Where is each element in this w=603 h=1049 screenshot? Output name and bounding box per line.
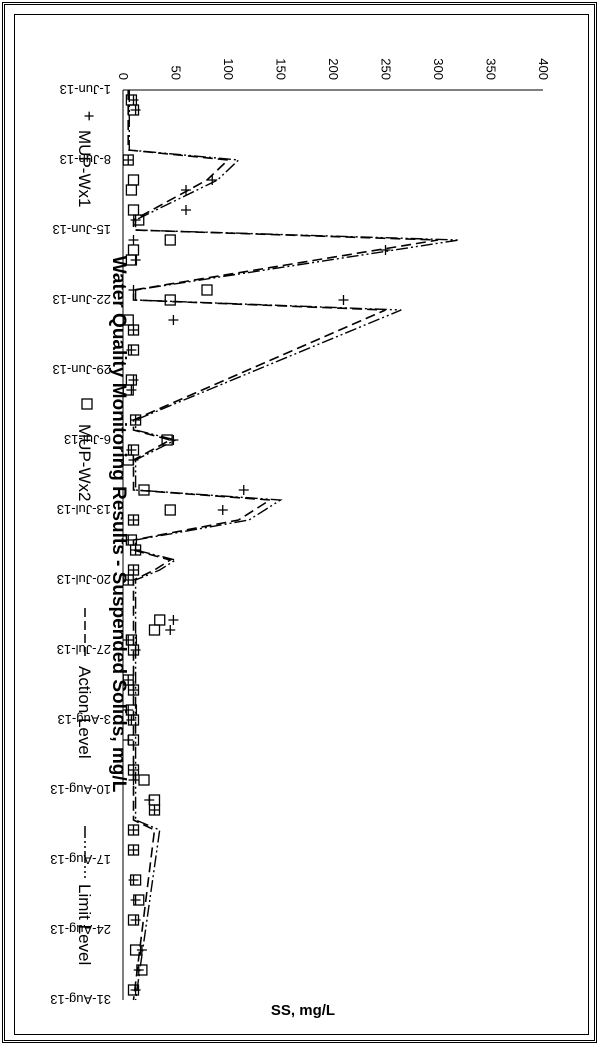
point-mup-wx1 bbox=[136, 945, 147, 955]
point-mup-wx1 bbox=[128, 825, 139, 835]
point-mup-wx1 bbox=[123, 535, 134, 545]
x-tick-label: 10-Aug-13 bbox=[50, 782, 111, 797]
x-tick-label: 29-Jun-13 bbox=[52, 362, 111, 377]
point-mup-wx2 bbox=[127, 824, 140, 836]
point-mup-wx1 bbox=[181, 185, 191, 195]
point-mup-wx1 bbox=[338, 295, 349, 305]
point-mup-wx2 bbox=[148, 624, 161, 636]
x-tick-label: 6-Jul-13 bbox=[64, 432, 111, 447]
series-line-limit-level bbox=[128, 90, 460, 1001]
point-mup-wx2 bbox=[127, 344, 140, 356]
point-mup-wx1 bbox=[238, 485, 249, 495]
legend-marker-mup-wx2 bbox=[81, 398, 93, 410]
point-mup-wx2 bbox=[127, 244, 140, 256]
point-mup-wx2 bbox=[133, 894, 145, 906]
x-tick-label: 1-Jun-13 bbox=[60, 82, 111, 97]
point-mup-wx1 bbox=[123, 635, 134, 645]
point-mup-wx2 bbox=[127, 914, 140, 926]
point-mup-wx1 bbox=[130, 895, 141, 905]
point-mup-wx2 bbox=[164, 294, 176, 306]
point-mup-wx2 bbox=[125, 254, 138, 266]
point-mup-wx1 bbox=[168, 315, 179, 325]
point-mup-wx2 bbox=[127, 324, 140, 336]
point-mup-wx1 bbox=[217, 505, 228, 515]
point-mup-wx1 bbox=[168, 615, 179, 625]
y-tick-label: 100 bbox=[221, 58, 236, 80]
point-mup-wx2 bbox=[148, 804, 161, 816]
point-mup-wx1 bbox=[128, 515, 139, 525]
series-line-action-level bbox=[127, 90, 439, 1001]
point-mup-wx1 bbox=[130, 255, 141, 265]
point-mup-wx2 bbox=[122, 384, 134, 396]
point-mup-wx2 bbox=[127, 204, 140, 216]
y-tick-label: 250 bbox=[379, 58, 394, 80]
point-mup-wx1 bbox=[181, 205, 191, 215]
point-mup-wx1 bbox=[123, 155, 134, 165]
point-mup-wx2 bbox=[127, 984, 140, 996]
point-mup-wx1 bbox=[130, 215, 141, 225]
x-tick-label: 27-Jul-13 bbox=[57, 642, 111, 657]
inner-frame bbox=[14, 14, 589, 1035]
point-mup-wx1 bbox=[133, 965, 144, 975]
y-tick-label: 300 bbox=[431, 58, 446, 80]
legend-label-mup-wx1: MUP-Wx1 bbox=[75, 130, 94, 207]
point-mup-wx1 bbox=[130, 415, 141, 425]
y-axis-label: SS, mg/L bbox=[271, 1002, 335, 1019]
point-mup-wx1 bbox=[126, 385, 137, 395]
point-mup-wx1 bbox=[128, 325, 139, 335]
point-mup-wx1 bbox=[123, 575, 134, 585]
point-mup-wx2 bbox=[127, 844, 140, 856]
point-mup-wx1 bbox=[123, 705, 134, 715]
point-mup-wx2 bbox=[154, 614, 166, 626]
point-mup-wx2 bbox=[129, 544, 142, 556]
y-tick-label: 350 bbox=[484, 58, 499, 80]
point-mup-wx1 bbox=[128, 565, 139, 575]
point-mup-wx1 bbox=[123, 675, 134, 685]
point-mup-wx2 bbox=[129, 944, 142, 956]
point-mup-wx2 bbox=[129, 874, 142, 886]
x-tick-label: 24-Aug-13 bbox=[50, 922, 111, 937]
point-mup-wx2 bbox=[127, 174, 140, 186]
outer-frame bbox=[2, 2, 597, 1043]
point-mup-wx2 bbox=[164, 234, 176, 246]
x-tick-label: 17-Aug-13 bbox=[50, 852, 111, 867]
legend-label-mup-wx2: MUP-Wx2 bbox=[75, 424, 94, 501]
point-mup-wx1 bbox=[128, 845, 139, 855]
point-mup-wx2 bbox=[122, 154, 134, 166]
point-mup-wx1 bbox=[149, 805, 160, 815]
point-mup-wx2 bbox=[138, 484, 150, 496]
series-layer bbox=[122, 90, 460, 1001]
point-mup-wx2 bbox=[161, 434, 173, 446]
legend-label-action-level: Action Level bbox=[75, 666, 94, 759]
x-tick-label: 20-Jul-13 bbox=[57, 572, 111, 587]
x-tick-label: 15-Jun-13 bbox=[52, 222, 111, 237]
y-tick-label: 400 bbox=[536, 58, 551, 80]
y-tick-label: 200 bbox=[326, 58, 341, 80]
legend: + MUP-Wx1 MUP-Wx2 Action Level Limit Lev… bbox=[75, 111, 99, 966]
point-mup-wx2 bbox=[125, 184, 138, 196]
axes: 0 50 100 150 200 250 300 350 400 1-Jun-13 8-Jun-13… bbox=[50, 58, 551, 1007]
x-tick-label: 13-Jul-13 bbox=[57, 502, 111, 517]
x-tick-label: 22-Jun-13 bbox=[52, 292, 111, 307]
point-mup-wx1 bbox=[165, 625, 176, 635]
point-mup-wx2 bbox=[129, 414, 142, 426]
point-mup-wx2 bbox=[127, 514, 140, 526]
x-tick-label: 3-Aug-13 bbox=[58, 712, 111, 727]
y-tick-label: 150 bbox=[274, 58, 289, 80]
x-tick-label: 8-Jun-13 bbox=[60, 152, 111, 167]
point-mup-wx2 bbox=[201, 284, 213, 296]
x-tick-label: 31-Aug-13 bbox=[50, 992, 111, 1007]
point-mup-wx1 bbox=[168, 435, 179, 445]
point-mup-wx1 bbox=[128, 235, 139, 245]
point-mup-wx2 bbox=[138, 774, 150, 786]
y-tick-label: 0 bbox=[116, 73, 131, 80]
legend-marker-mup-wx1: + bbox=[79, 111, 99, 122]
point-mup-wx1 bbox=[380, 245, 391, 255]
legend-label-limit-level: Limit Level bbox=[75, 884, 94, 965]
y-tick-label: 50 bbox=[169, 66, 184, 80]
point-mup-wx2 bbox=[164, 504, 176, 516]
